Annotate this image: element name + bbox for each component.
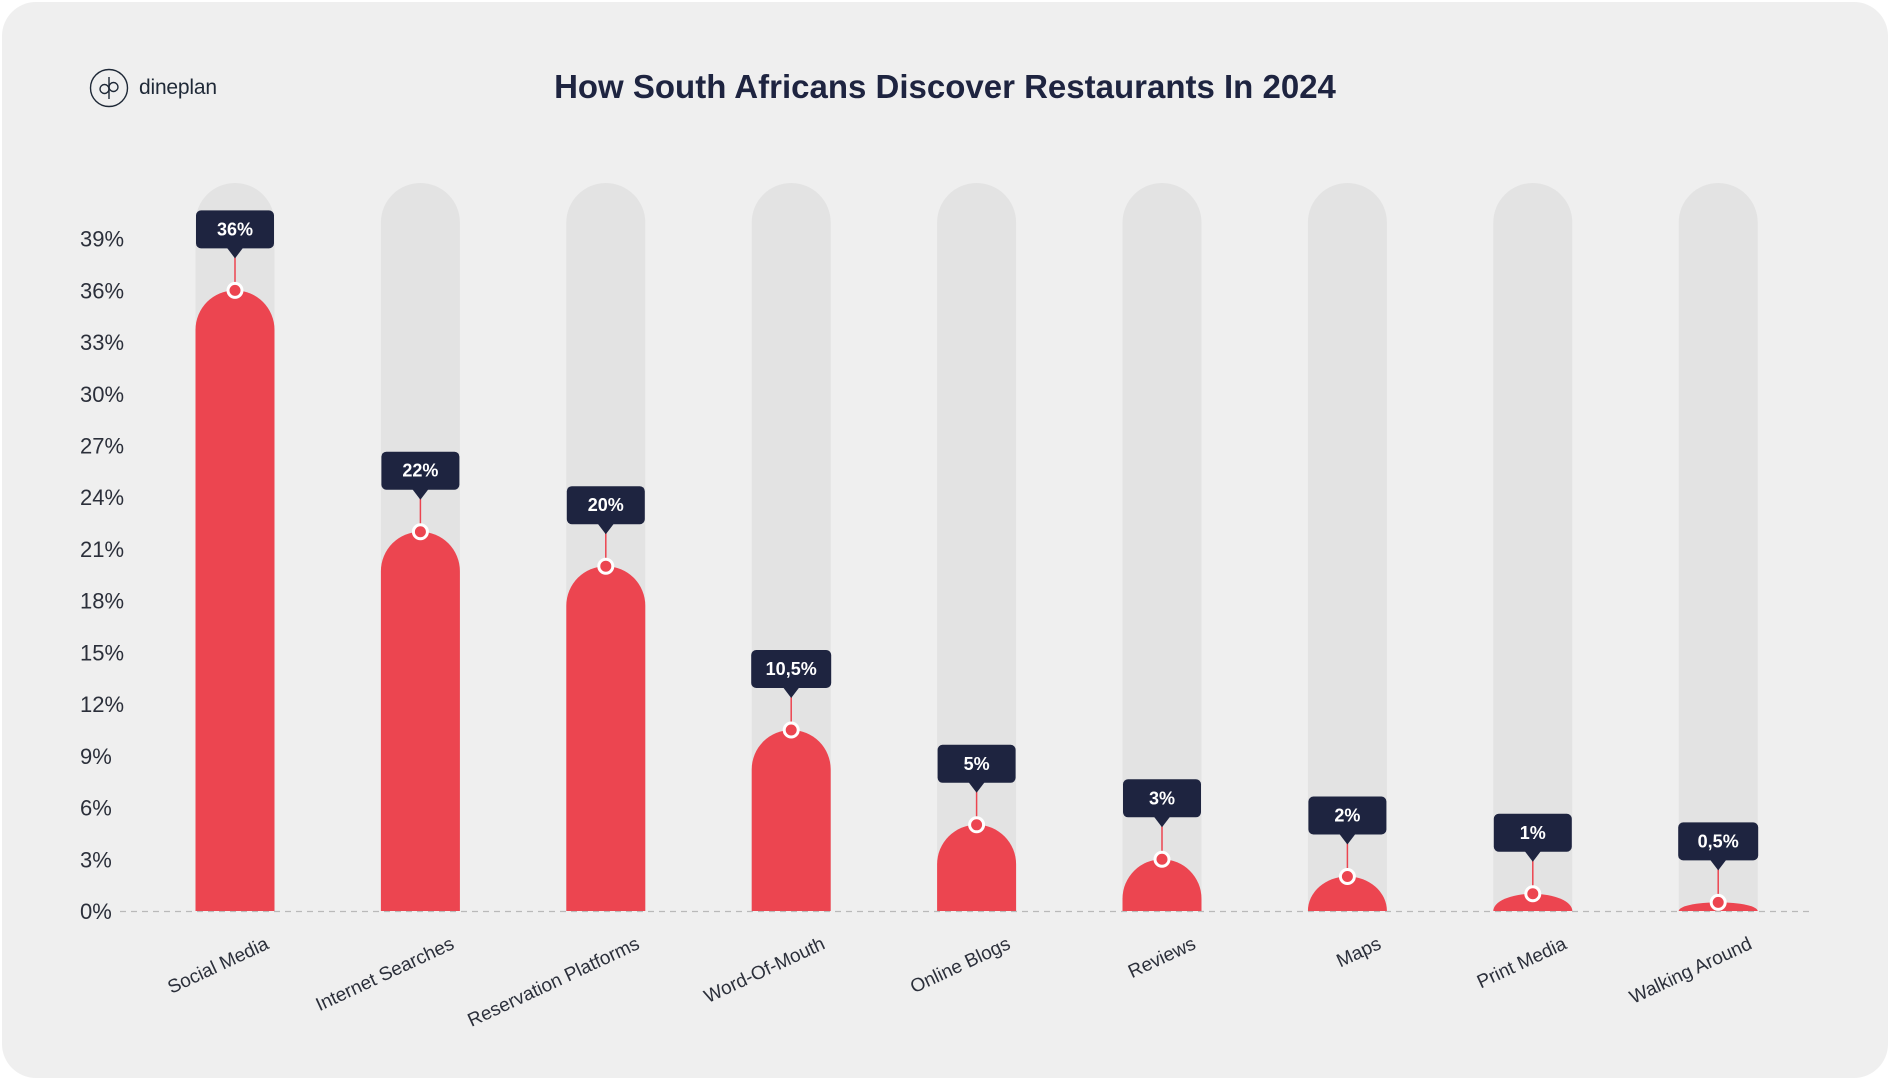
bar-track bbox=[1307, 183, 1387, 912]
data-label-pointer bbox=[227, 247, 243, 259]
bar bbox=[1493, 893, 1573, 911]
data-label-pointer bbox=[968, 782, 985, 793]
bar-group: 36% Social Media bbox=[165, 183, 275, 999]
bar bbox=[751, 729, 831, 911]
y-tick-label: 24% bbox=[80, 485, 124, 510]
value-marker bbox=[411, 523, 429, 541]
y-tick-label: 3% bbox=[80, 847, 112, 872]
data-label-box bbox=[1678, 822, 1759, 861]
data-label-box bbox=[1123, 779, 1201, 818]
value-marker bbox=[782, 721, 800, 739]
data-label: 10,5% bbox=[766, 659, 817, 679]
bar bbox=[195, 290, 275, 912]
y-tick-label: 33% bbox=[80, 330, 124, 355]
brand-name: dineplan bbox=[139, 76, 217, 99]
y-tick-label: 15% bbox=[80, 640, 124, 665]
value-marker bbox=[597, 557, 615, 575]
data-label: 36% bbox=[217, 219, 253, 239]
bar-track bbox=[751, 183, 831, 912]
bar-group: 20% Reservation Platforms bbox=[465, 183, 646, 1032]
bar-track bbox=[1678, 183, 1758, 912]
bar-track bbox=[1122, 183, 1202, 912]
value-marker bbox=[226, 281, 244, 299]
data-label-pointer bbox=[1524, 851, 1541, 862]
y-tick-label: 6% bbox=[80, 796, 112, 821]
category-label: Walking Around bbox=[1626, 933, 1755, 1008]
data-label-box bbox=[751, 649, 832, 688]
data-label-pointer bbox=[783, 687, 800, 698]
data-label: 0,5% bbox=[1698, 831, 1739, 851]
y-tick-label: 27% bbox=[80, 434, 124, 459]
y-tick-label: 18% bbox=[80, 589, 124, 614]
data-label-pointer bbox=[1154, 816, 1170, 828]
value-marker bbox=[1709, 893, 1727, 911]
brand-logo: dineplan bbox=[89, 68, 217, 108]
y-tick-label: 12% bbox=[80, 692, 124, 717]
y-tick-label: 9% bbox=[80, 744, 112, 769]
bar-track bbox=[1493, 183, 1573, 912]
data-label: 2% bbox=[1334, 806, 1360, 826]
data-label-box bbox=[1493, 813, 1572, 852]
category-label: Reviews bbox=[1125, 933, 1199, 982]
category-label: Internet Searches bbox=[313, 933, 458, 1015]
data-label-pointer bbox=[1710, 859, 1727, 871]
bar-group: 0,5% Walking Around bbox=[1626, 183, 1759, 1008]
bar bbox=[380, 531, 460, 911]
bar-group: 10,5% Word-Of-Mouth bbox=[701, 183, 832, 1008]
y-tick-label: 21% bbox=[80, 537, 124, 562]
data-label-box bbox=[566, 486, 645, 525]
value-marker bbox=[1338, 868, 1356, 886]
bar-group: 2% Maps bbox=[1307, 183, 1387, 972]
category-label: Online Blogs bbox=[907, 933, 1014, 998]
dp-monogram-icon bbox=[89, 68, 129, 108]
category-label: Print Media bbox=[1474, 933, 1570, 993]
y-tick-label: 39% bbox=[80, 227, 124, 252]
category-label: Social Media bbox=[165, 933, 273, 998]
data-label: 1% bbox=[1520, 823, 1546, 843]
chart-title: How South Africans Discover Restaurants … bbox=[554, 68, 1336, 105]
data-label-pointer bbox=[597, 523, 614, 535]
bar bbox=[566, 566, 646, 911]
category-label: Reservation Platforms bbox=[465, 933, 643, 1031]
value-marker bbox=[1153, 850, 1171, 868]
bar bbox=[1122, 859, 1202, 911]
data-label: 22% bbox=[402, 461, 438, 481]
data-label: 3% bbox=[1149, 788, 1175, 808]
data-label: 5% bbox=[964, 754, 990, 774]
bar-group: 1% Print Media bbox=[1474, 183, 1573, 993]
value-marker bbox=[968, 816, 986, 834]
y-tick-label: 30% bbox=[80, 382, 124, 407]
bar-group: 5% Online Blogs bbox=[907, 183, 1017, 998]
y-tick-label: 36% bbox=[80, 278, 124, 303]
y-tick-label: 0% bbox=[80, 899, 112, 924]
category-label: Word-Of-Mouth bbox=[701, 933, 828, 1007]
value-marker bbox=[1524, 885, 1542, 903]
bar-group: 3% Reviews bbox=[1122, 183, 1202, 983]
bar bbox=[1307, 876, 1387, 911]
data-label-box bbox=[1308, 796, 1387, 835]
data-label-box bbox=[381, 451, 460, 490]
data-label-box bbox=[196, 210, 274, 249]
category-label: Maps bbox=[1334, 933, 1385, 972]
bar-group: 22% Internet Searches bbox=[313, 183, 460, 1016]
data-label-pointer bbox=[412, 489, 429, 500]
data-label-pointer bbox=[1339, 834, 1356, 845]
data-label-box bbox=[937, 744, 1016, 783]
data-label: 20% bbox=[588, 495, 624, 515]
bar bbox=[937, 824, 1017, 911]
bar-track bbox=[937, 183, 1017, 912]
